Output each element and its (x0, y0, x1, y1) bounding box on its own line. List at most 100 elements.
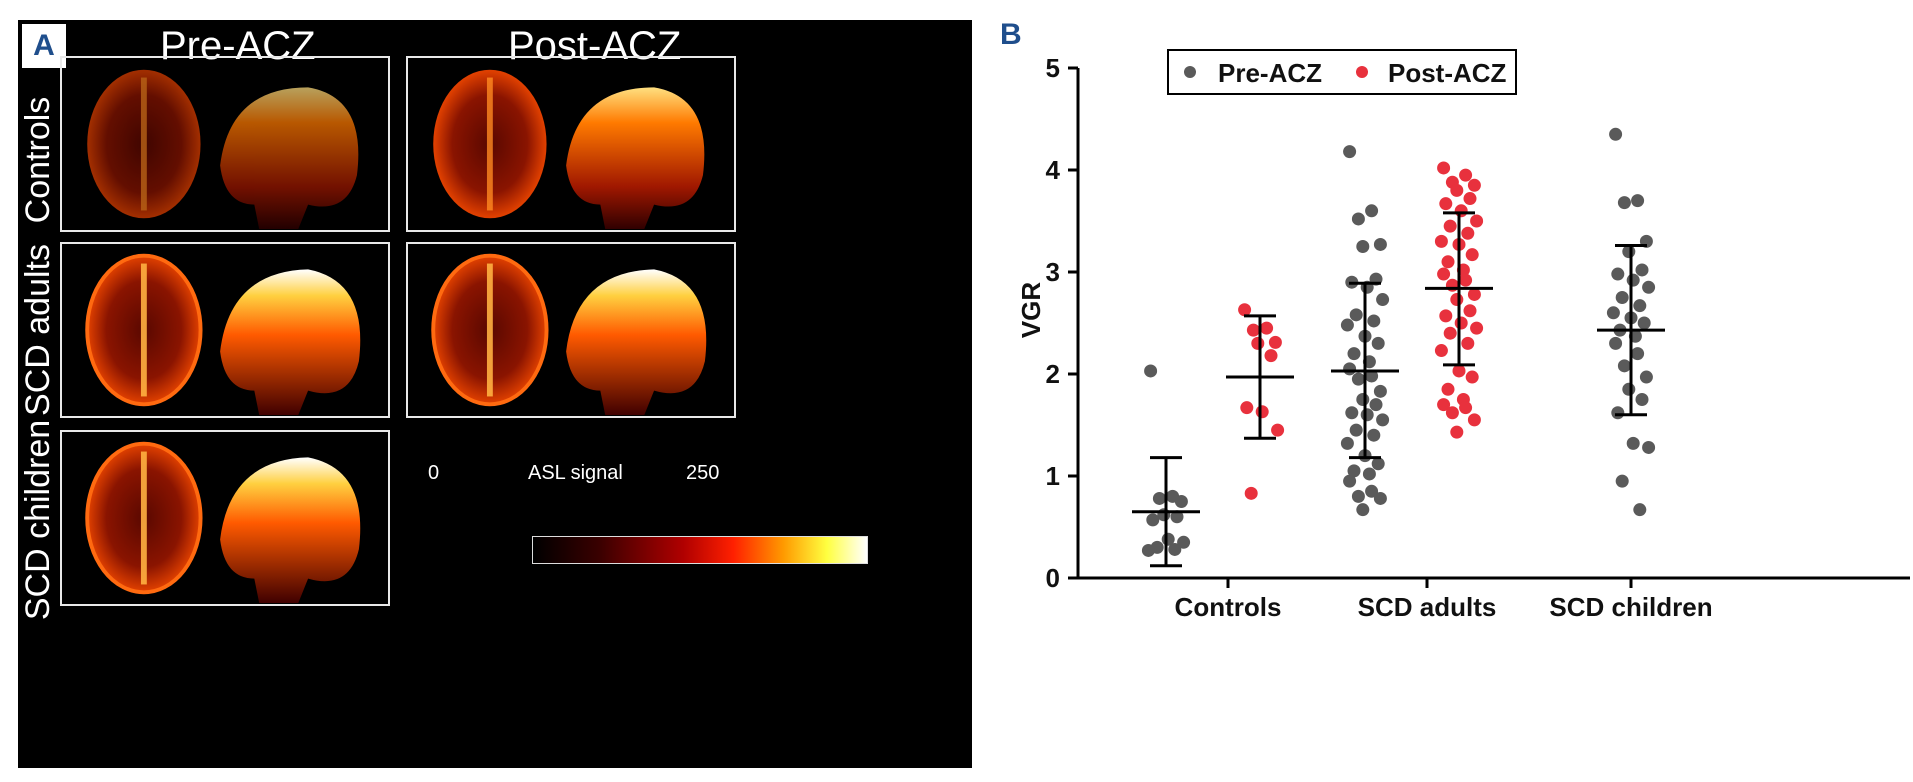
legend-marker-pre-acz (1184, 66, 1196, 78)
scd-children-pre-acz-point (1635, 263, 1649, 277)
scd-adults-pre-acz-point (1367, 428, 1381, 442)
controls-post-acz-point (1244, 486, 1258, 500)
scd-children-pre-acz-point (1626, 436, 1640, 450)
scd-adults-post-acz-point (1439, 197, 1453, 211)
legend-box (1167, 49, 1517, 95)
column-header-post-acz: Post-ACZ (508, 24, 682, 68)
scd-adults-post-acz-point (1467, 287, 1481, 301)
controls-pre-acz-point (1170, 510, 1184, 524)
scd-adults-pre-acz-point (1351, 372, 1365, 386)
scd-adults-post-acz-point (1437, 161, 1451, 175)
controls-post-acz-image (406, 56, 736, 232)
controls-post-acz-point (1271, 423, 1285, 437)
scd-adults-post-acz-point (1470, 321, 1484, 335)
vgr-scatter-chart: Pre-ACZ Post-ACZ VGR 0 1 2 3 4 5 Controls SCD a… (1016, 49, 1910, 622)
scd-adults-post-acz-point (1445, 406, 1459, 420)
scd-adults-pre-acz-point (1340, 436, 1354, 450)
scd-adults-pre-acz-point (1373, 237, 1387, 251)
scd-adults-pre-acz-point (1376, 413, 1390, 427)
scd-adults-post-acz-point (1459, 273, 1473, 287)
scd-children-pre-acz-point (1622, 382, 1636, 396)
scd-children-pre-acz-point (1626, 273, 1640, 287)
y-axis-label: VGR (1016, 282, 1046, 339)
scd-adults-pre-acz-point (1345, 406, 1359, 420)
scd-children-pre-acz-point (1637, 316, 1651, 330)
scd-adults-post-acz-point (1450, 183, 1464, 197)
scd-children-pre-acz-point (1609, 336, 1623, 350)
scd-adults-post-acz-point (1454, 316, 1468, 330)
scd-adults-post-acz-point (1434, 234, 1448, 248)
scd-adults-pre-acz-point (1369, 398, 1383, 412)
asl-colorbar (532, 536, 868, 564)
scd-adults-pre-acz-point (1365, 204, 1379, 218)
y-tick-label: 1 (1046, 461, 1060, 491)
colorbar-title: ASL signal (528, 462, 623, 484)
scd-children-pre-acz-point (1633, 299, 1647, 313)
legend-label-post-acz: Post-ACZ (1388, 58, 1507, 88)
scd-adults-post-acz-point (1441, 255, 1455, 269)
scd-adults-post-acz-point (1437, 267, 1451, 281)
scd-children-pre-acz-point (1609, 127, 1623, 141)
legend-label-pre-acz: Pre-ACZ (1218, 58, 1322, 88)
scd-adults-pre-acz-point (1371, 336, 1385, 350)
scd-children-pre-acz-point (1631, 194, 1645, 208)
scd-adults-pre-acz-point (1356, 503, 1370, 517)
scd-adults-post-acz-point (1465, 248, 1479, 262)
panel-b-letter: B (1000, 18, 1022, 51)
panel-a: A Pre-ACZ Post-ACZ Controls SCD adults S… (18, 20, 972, 768)
scd-children-pre-acz-point (1611, 267, 1625, 281)
controls-pre-acz-image (60, 56, 390, 232)
colorbar-min-label: 0 (428, 462, 440, 484)
scd-children-pre-acz-point (1606, 306, 1620, 320)
y-tick-label: 0 (1046, 563, 1060, 593)
scd-adults-post-acz-point (1450, 425, 1464, 439)
scd-children-pre-acz-point (1639, 370, 1653, 384)
scd-adults-post-acz-point (1465, 370, 1479, 384)
controls-pre-acz-point (1152, 491, 1166, 505)
controls-post-acz-point (1240, 401, 1254, 415)
scd-children-pre-acz-point (1631, 347, 1645, 361)
controls-post-acz-point (1255, 405, 1269, 419)
scd-adults-post-acz-point (1463, 192, 1477, 206)
scd-adults-pre-acz-point (1356, 240, 1370, 253)
scd-adults-post-acz-point (1461, 226, 1475, 240)
scd-adults-post-acz-image (406, 242, 736, 418)
scd-children-pre-acz-point (1635, 393, 1649, 406)
scd-adults-post-acz-point (1443, 326, 1457, 340)
scd-adults-pre-acz-point (1351, 212, 1365, 226)
y-tick-label: 3 (1046, 257, 1060, 287)
scd-children-pre-acz-point (1617, 196, 1631, 210)
scd-adults-post-acz-point (1452, 364, 1466, 378)
controls-post-acz-point (1260, 321, 1274, 335)
scd-adults-post-acz-point (1454, 204, 1468, 218)
scd-adults-pre-acz-point (1343, 362, 1357, 376)
scd-children-pre-acz-point (1611, 406, 1625, 420)
controls-post-acz-point (1238, 303, 1252, 317)
scd-adults-post-acz-point (1437, 398, 1451, 412)
controls-pre-acz-point (1144, 364, 1158, 378)
scd-adults-pre-acz-point (1347, 347, 1361, 361)
scd-adults-post-acz-point (1459, 168, 1473, 182)
controls-pre-acz-point (1174, 495, 1188, 508)
controls-post-acz-point (1251, 336, 1265, 350)
scd-adults-pre-acz-point (1373, 491, 1387, 505)
y-tick-label: 4 (1046, 155, 1061, 185)
panel-a-letter: A (22, 24, 66, 68)
scd-adults-pre-acz-point (1365, 484, 1379, 498)
scd-adults-pre-acz-point (1356, 393, 1370, 406)
scd-children-pre-acz-point (1642, 440, 1656, 454)
scd-adults-post-acz-point (1467, 413, 1481, 427)
scd-adults-post-acz-point (1463, 304, 1477, 318)
scd-adults-pre-acz-point (1347, 464, 1361, 478)
column-header-pre-acz: Pre-ACZ (160, 24, 316, 68)
scd-adults-post-acz-point (1470, 214, 1484, 228)
controls-pre-acz-point (1177, 535, 1191, 549)
scd-children-pre-acz-point (1642, 280, 1656, 294)
scd-adults-pre-acz-point (1360, 408, 1374, 422)
scd-adults-post-acz-point (1434, 344, 1448, 358)
scd-adults-pre-acz-point (1343, 145, 1357, 159)
scd-adults-pre-acz-point (1351, 489, 1365, 503)
scd-children-pre-acz-image (60, 430, 390, 606)
scd-adults-pre-acz-point (1376, 293, 1390, 307)
scd-children-pre-acz-point (1615, 291, 1629, 304)
